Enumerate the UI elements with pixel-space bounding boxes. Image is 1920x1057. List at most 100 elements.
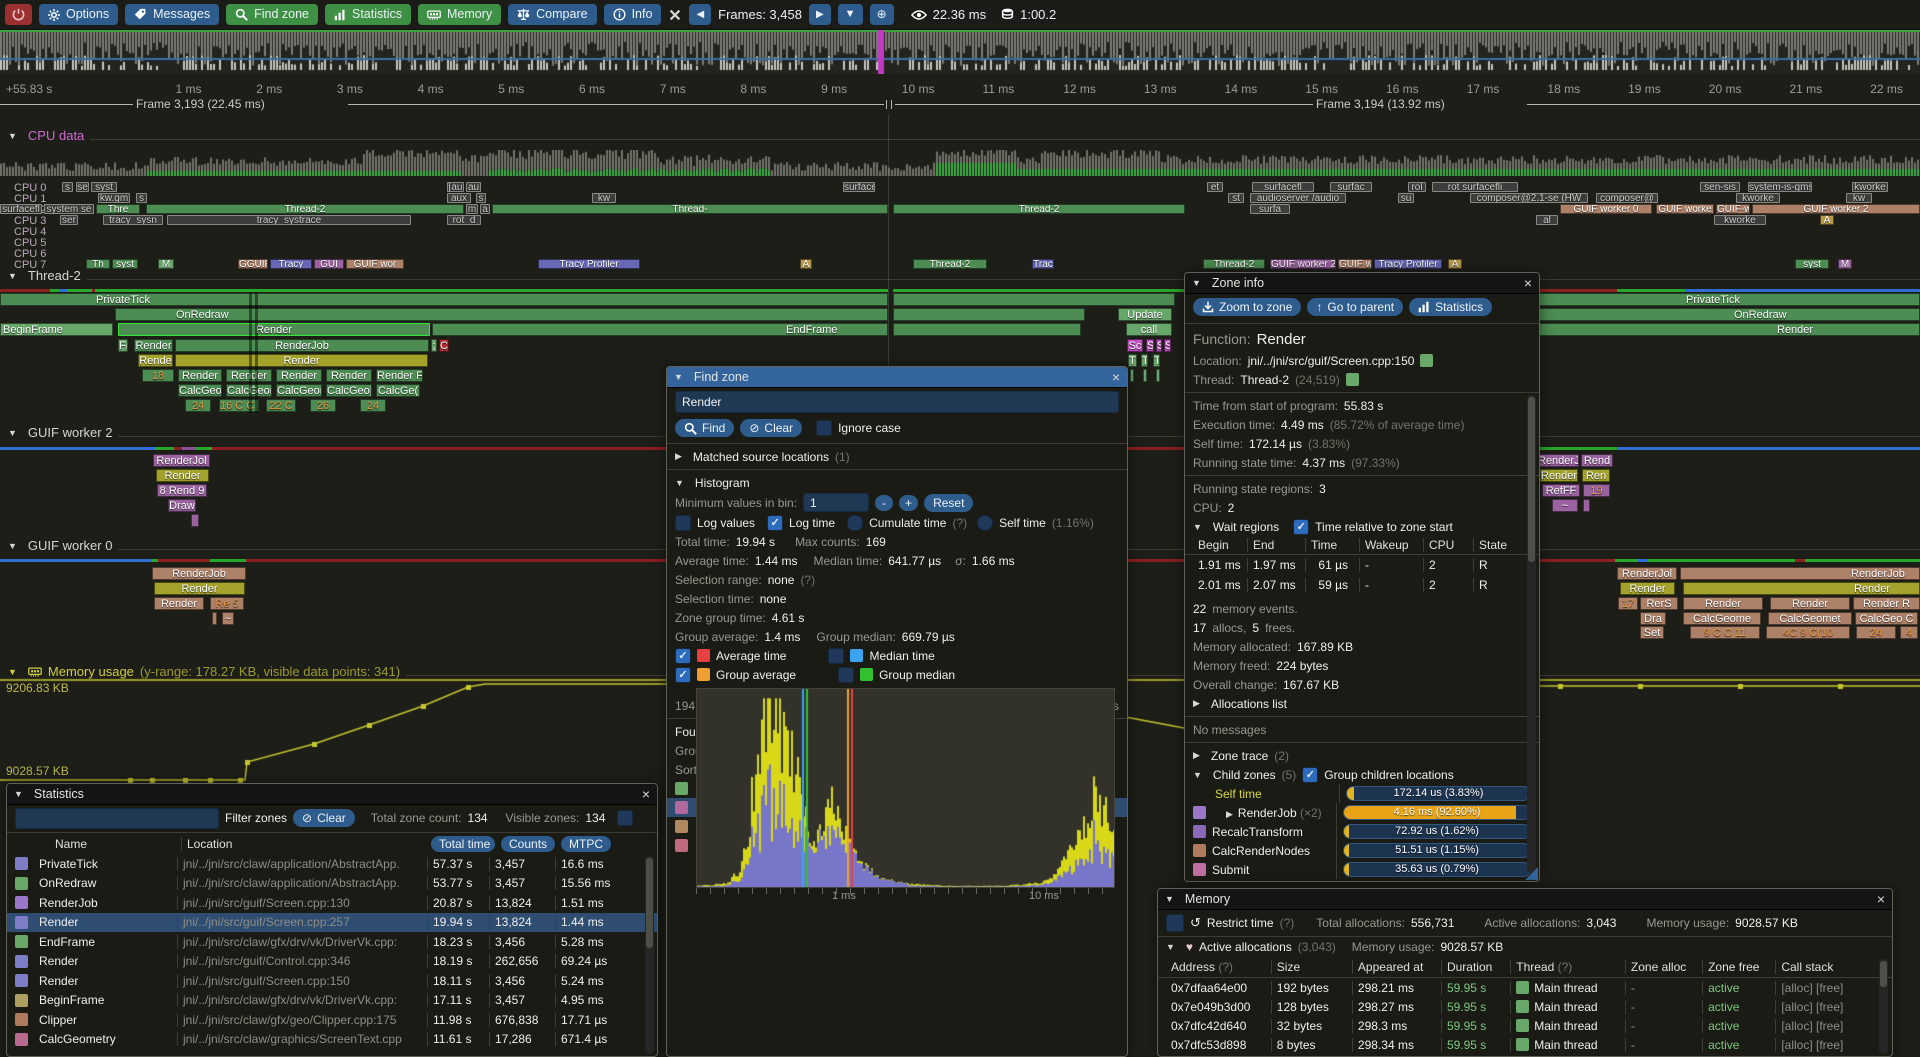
timeline-zone[interactable]: S [1156, 339, 1162, 352]
child-zone-row[interactable]: Submit 35.63 us (0.79%) [1185, 860, 1539, 879]
statistics-table-row[interactable]: BeginFrame jni/../jni/src/claw/gfx/drv/vk… [7, 991, 657, 1011]
statistics-table-row[interactable]: EndFrame jni/../jni/src/claw/gfx/drv/vk/D… [7, 932, 657, 952]
timeline-zone[interactable]: Render R [1853, 597, 1920, 610]
zone-name[interactable]: Render [39, 915, 79, 930]
info-button[interactable]: Info [603, 4, 662, 25]
timeline-zone[interactable]: Set [1640, 626, 1664, 639]
timeline-zone[interactable] [1143, 369, 1147, 382]
timeline-zone[interactable]: Rende [138, 354, 173, 367]
cpu-zone[interactable]: surfacel [843, 182, 875, 192]
cpu-zone[interactable]: s [136, 193, 147, 203]
timeline-zone[interactable]: Render [118, 323, 430, 336]
timeline-zone[interactable]: Render [226, 369, 272, 382]
timeline-zone[interactable]: 17 [1618, 597, 1638, 610]
timeline-zone[interactable] [1130, 369, 1134, 382]
memory-col-call-stack[interactable]: Call stack [1775, 960, 1884, 974]
zone-statistics-button[interactable]: Statistics [1409, 298, 1493, 316]
close-icon[interactable]: × [1111, 369, 1120, 385]
timeline-zone[interactable]: RenderJol [153, 454, 210, 467]
timeline-zone[interactable]: Render F [376, 369, 423, 382]
cumulate-time-checkbox[interactable] [847, 514, 864, 531]
timeline-zone[interactable]: CalcGeome [1683, 612, 1761, 625]
cpu-zone[interactable]: composer@ [1596, 193, 1658, 203]
find-button[interactable]: Find [675, 419, 735, 437]
statistics-table-row[interactable]: CalcGeometry jni/../jni/src/claw/graphics… [7, 1030, 657, 1050]
help-icon[interactable]: (?) [952, 515, 968, 530]
time-ruler[interactable]: +55.83 s 1 ms 2 ms 3 ms 4 ms 5 ms 6 ms 7 ms 8 ms… [0, 74, 1920, 96]
timeline-zone[interactable]: RefFF [1542, 484, 1580, 497]
cpu-zone[interactable]: rot_d [447, 215, 481, 225]
memory-col-size[interactable]: Size [1270, 960, 1346, 974]
timeline-zone[interactable]: Render [175, 354, 428, 367]
options-button[interactable]: Options [39, 4, 119, 25]
timeline-zone[interactable]: 16 C C 8 [219, 399, 259, 412]
find-zone-query-input[interactable] [675, 391, 1119, 413]
cpu-zone[interactable]: system-is-gms [1748, 182, 1812, 192]
timeline-zone[interactable]: OnRedraw [115, 308, 888, 321]
timeline-zone[interactable] [1156, 369, 1160, 382]
timeline-zone[interactable]: 24 [360, 399, 386, 412]
messages-button[interactable]: Messages [125, 4, 220, 25]
help-icon[interactable]: (?) [800, 572, 816, 587]
statistics-table-row[interactable]: OnRedraw jni/../jni/src/claw/application/… [7, 874, 657, 894]
log-values-checkbox[interactable] [675, 514, 691, 531]
collapse-icon[interactable]: ▼ [675, 477, 684, 488]
cpu-zone[interactable]: a [480, 204, 490, 214]
timeline-zone[interactable]: BeginFrame [0, 323, 113, 336]
timeline-zone[interactable]: Render [1683, 597, 1763, 610]
timeline-zone[interactable]: 24 [1856, 626, 1896, 639]
cpu-zone[interactable]: kworke [1736, 193, 1780, 203]
timeline-zone[interactable]: RenderJol [1617, 567, 1677, 580]
child-zones-label[interactable]: Child zones [1212, 767, 1276, 782]
cpu-zone[interactable]: st [1228, 193, 1244, 203]
time-relative-checkbox[interactable]: ✓ [1293, 518, 1310, 535]
timeline-zone[interactable]: ; [431, 339, 437, 352]
zone-name[interactable]: OnRedraw [39, 876, 97, 891]
timeline-zone[interactable]: Render [1540, 469, 1578, 482]
alloc-address[interactable]: 0x7e049b3d00 [1171, 999, 1251, 1014]
timeline-zone[interactable]: 4 [1900, 626, 1918, 639]
zone-name[interactable]: EndFrame [39, 934, 96, 949]
alloc-address[interactable]: 0x7dfaa64e00 [1171, 980, 1248, 995]
zone-info-scrollbar[interactable] [1527, 395, 1536, 873]
legend-checkbox-average-time[interactable]: ✓ [675, 647, 691, 664]
cpu-zone[interactable]: s [62, 182, 73, 192]
column-header-total-time[interactable]: Total time [431, 836, 495, 852]
timeline-zone[interactable]: 8 Rend 9 [157, 484, 207, 497]
alloc-callstack[interactable]: [alloc] [free] [1775, 999, 1884, 1014]
cpu-zone[interactable]: se [76, 182, 89, 192]
memory-allocation-row[interactable]: 0x7dfc53d898 8 bytes 298.34 ms 59.95 s Main … [1158, 1035, 1892, 1054]
zone-name[interactable]: Render [39, 973, 79, 988]
zone-trace-label[interactable]: Zone trace [1210, 748, 1269, 763]
zone-name[interactable]: BeginFrame [39, 993, 105, 1008]
cpu-zone[interactable]: rol [1408, 182, 1426, 192]
frame-dropdown-button[interactable]: ▼ [837, 4, 863, 25]
memory-allocation-row[interactable]: 0x7e049b3d00 128 bytes 298.27 ms 59.95 s Mai… [1158, 997, 1892, 1016]
cpu-zone[interactable]: kw [1846, 193, 1872, 203]
column-header-counts[interactable]: Counts [501, 836, 556, 852]
find-zone-histogram-plot[interactable] [696, 688, 1115, 888]
zone-name[interactable]: RenderJob [39, 895, 98, 910]
alloc-callstack[interactable]: [alloc] [free] [1775, 1018, 1884, 1033]
collapse-icon[interactable]: ▼ [1192, 278, 1201, 288]
timeline-zone[interactable]: Render [134, 339, 173, 352]
compare-button[interactable]: Compare [508, 4, 597, 25]
cpu-zone[interactable]: su [1398, 193, 1414, 203]
statistics-table-row[interactable]: Render jni/../jni/src/guif/Screen.cpp:257… [7, 912, 657, 932]
filter-zones-input[interactable] [15, 807, 219, 829]
cpu-zone[interactable]: audioserver /audio [1250, 193, 1346, 203]
child-zone-row[interactable]: CalcRenderNodes 51.51 us (1.15%) [1185, 841, 1539, 860]
cpu-zone[interactable]: aux [447, 193, 471, 203]
close-icon[interactable]: × [641, 786, 650, 802]
cpu-zone[interactable]: [au [447, 182, 464, 192]
resize-grip[interactable] [1525, 867, 1538, 880]
thread-section-header-guif-worker-0[interactable]: ▼ GUIF worker 0 [0, 538, 1920, 553]
statistics-table-row[interactable]: Clipper jni/../jni/src/claw/gfx/geo/Clipp… [7, 1010, 657, 1030]
timeline-zone[interactable]: CalcGeo| [326, 384, 372, 397]
child-zone-row[interactable]: ▶ RenderJob (×2) 4.16 ms (92.60%) [1185, 803, 1539, 822]
cpu-zone[interactable]: composer@2.1-se (HW [1470, 193, 1588, 203]
self-time-checkbox[interactable] [977, 514, 994, 531]
memory-scrollbar[interactable] [1879, 959, 1888, 1054]
cpu-zone[interactable]: kworke [1852, 182, 1888, 192]
